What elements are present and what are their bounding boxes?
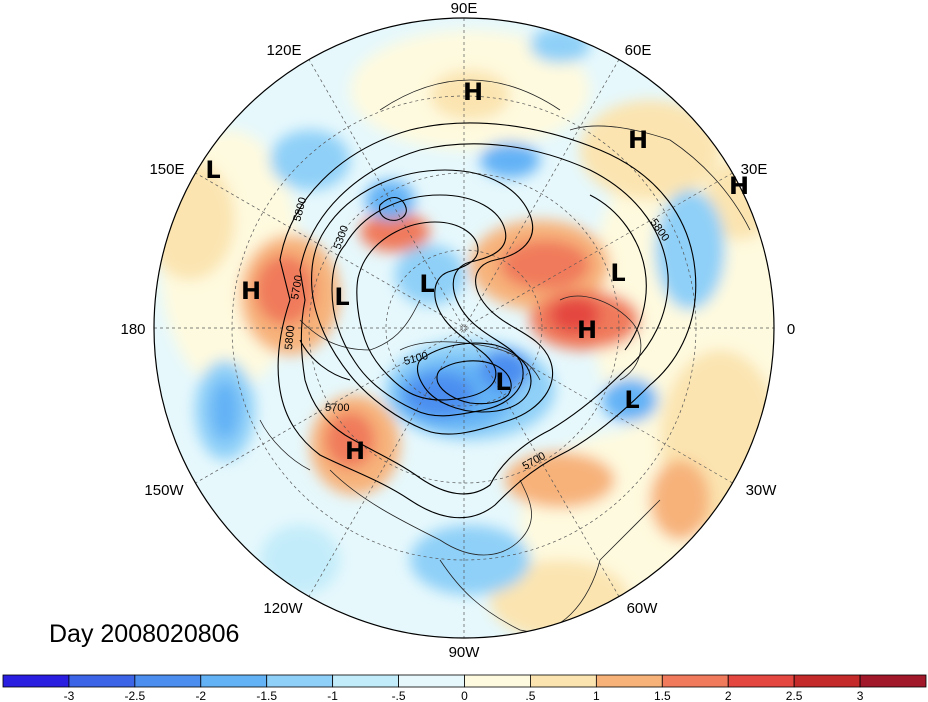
contour-label: 5800 <box>283 325 297 350</box>
longitude-labels: 90E 60E 30E 0 30W 60W 90W 120W 150W 180 … <box>120 0 795 661</box>
colorbar-swatch <box>859 674 927 688</box>
graticule <box>154 18 774 638</box>
colorbar-swatch <box>595 674 663 688</box>
pressure-centers: H H H L H L L L H L L L H H <box>205 78 749 465</box>
low-center-marker: L <box>205 156 220 184</box>
map-title: Day 2008020806 <box>49 620 240 648</box>
colorbar-tick-label: 1 <box>593 689 600 702</box>
colorbar-swatch <box>727 674 795 688</box>
colorbar-swatch <box>134 674 202 688</box>
coastlines <box>259 79 751 632</box>
colorbar-swatch <box>266 674 334 688</box>
colorbar-swatch <box>661 674 729 688</box>
lon-label-60e: 60E <box>625 42 652 59</box>
colorbar-tick-label: -.5 <box>392 689 406 702</box>
colorbar-swatch <box>68 674 136 688</box>
colorbar-tick-label: 1.5 <box>654 689 671 702</box>
lon-label-30w: 30W <box>746 482 778 499</box>
colorbar-tick-label: -3 <box>64 689 75 702</box>
high-center-marker: H <box>241 277 261 305</box>
colorbar-swatch <box>200 674 268 688</box>
lon-label-90e: 90E <box>451 0 478 17</box>
colorbar-swatch <box>332 674 399 688</box>
lon-label-150e: 150E <box>149 161 184 178</box>
anomaly-field <box>154 18 774 638</box>
lon-label-60w: 60W <box>627 600 659 617</box>
low-center-marker: L <box>419 270 434 298</box>
colorbar-tick-label: 0 <box>461 689 468 702</box>
lon-label-120e: 120E <box>266 42 301 59</box>
colorbar-swatch <box>398 674 465 688</box>
height-contours <box>277 122 697 519</box>
colorbar-swatch <box>2 674 70 688</box>
lon-label-30e: 30E <box>741 161 768 178</box>
lon-label-150w: 150W <box>144 482 184 499</box>
lon-label-120w: 120W <box>263 600 303 617</box>
high-center-marker: H <box>345 437 365 465</box>
low-center-marker: L <box>495 368 510 396</box>
lon-label-90w: 90W <box>449 644 481 661</box>
colorbar-tick-label: -1.5 <box>256 689 277 702</box>
high-center-marker: H <box>729 172 749 200</box>
low-center-marker: L <box>610 259 625 287</box>
colorbar-swatch <box>464 674 531 688</box>
low-center-marker: L <box>624 386 639 414</box>
map-boundary <box>153 17 775 639</box>
contour-label: 5700 <box>289 274 305 300</box>
high-center-marker: H <box>577 316 597 344</box>
low-center-marker: L <box>334 283 349 311</box>
high-center-marker: H <box>628 126 648 154</box>
colorbar-tick-label: 2.5 <box>786 689 803 702</box>
colorbar-tick-label: -2 <box>195 689 206 702</box>
colorbar-tick-label: .5 <box>525 689 535 702</box>
lon-label-180: 180 <box>120 321 145 338</box>
colorbar-tick-label: -2.5 <box>125 689 146 702</box>
colorbar: -3 -2.5 -2 -1.5 -1 -.5 0 .5 1 1.5 2 2.5 3 <box>2 674 927 702</box>
colorbar-tick-label: 3 <box>857 689 864 702</box>
colorbar-swatch <box>530 674 597 688</box>
colorbar-swatch <box>793 674 861 688</box>
contour-label: 5700 <box>325 402 349 414</box>
colorbar-tick-label: -1 <box>327 689 338 702</box>
colorbar-tick-label: 2 <box>725 689 732 702</box>
high-center-marker: H <box>463 78 483 106</box>
lon-label-0: 0 <box>787 321 795 338</box>
